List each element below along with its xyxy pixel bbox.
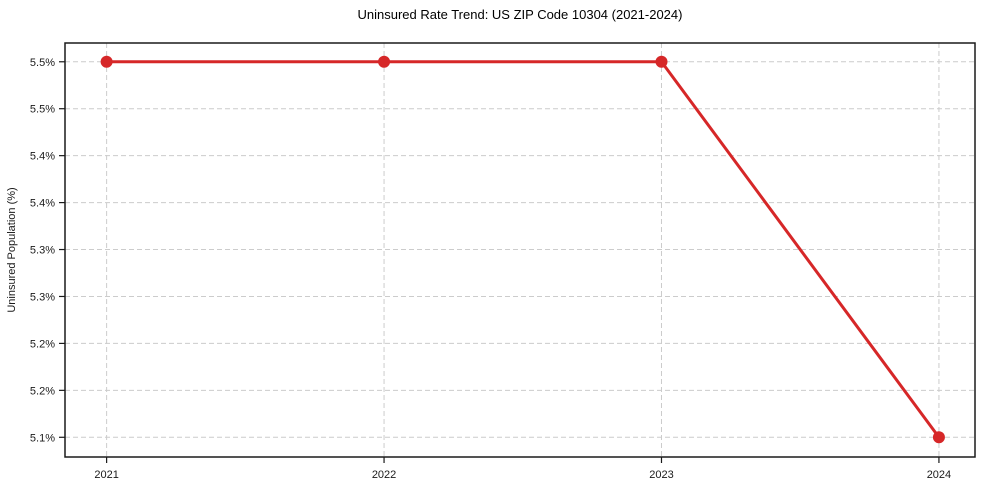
x-tick-label: 2023 (649, 469, 673, 481)
plot-border (64, 42, 976, 458)
trend-line (105, 60, 941, 439)
y-tick-label: 5.3% (30, 245, 55, 257)
y-axis-label: Uninsured Population (%) (6, 187, 18, 312)
y-tick-label: 5.4% (30, 198, 55, 210)
x-tick-label: 2021 (94, 469, 118, 481)
y-tick-label: 5.1% (30, 432, 55, 444)
data-point (932, 431, 945, 444)
x-tick-label: 2024 (927, 469, 951, 481)
y-tick-label: 5.2% (30, 385, 55, 397)
x-tick-label: 2022 (372, 469, 396, 481)
y-tick-label: 5.5% (30, 104, 55, 116)
y-tick-label: 5.3% (30, 291, 55, 303)
y-tick-label: 5.5% (30, 57, 55, 69)
y-tick-label: 5.2% (30, 338, 55, 350)
data-point (100, 55, 113, 68)
data-point (655, 55, 668, 68)
y-tick-label: 5.4% (30, 151, 55, 163)
chart-title: Uninsured Rate Trend: US ZIP Code 10304 … (358, 7, 683, 22)
plot-area: 5.5% 5.5% 5.4% 5.4% 5.3% 5.3% 5.2% 5.2% 5.1% 2021… (30, 42, 976, 481)
data-point (378, 55, 391, 68)
